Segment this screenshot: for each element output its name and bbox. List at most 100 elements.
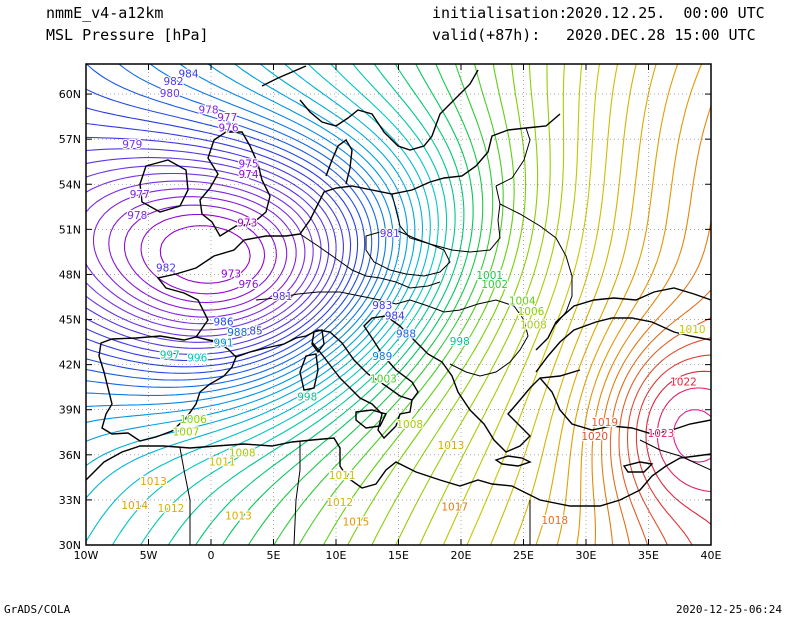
contour-label: 1006 xyxy=(180,414,207,426)
lon-tick-label: 20E xyxy=(451,549,472,562)
isobar-1009 xyxy=(442,64,583,545)
border-nafrica xyxy=(179,447,191,545)
isobar-1019 xyxy=(618,317,711,545)
lon-tick-label: 15E xyxy=(388,549,409,562)
coastlines xyxy=(86,65,711,507)
model-title: nmmE_v4-a12km xyxy=(46,4,164,22)
isobar-1023 xyxy=(656,387,711,493)
isobar-979 xyxy=(86,172,314,331)
coast-blacksea xyxy=(535,317,711,373)
lon-tick-label: 5W xyxy=(140,549,158,562)
isobar-993 xyxy=(86,64,416,467)
footer-left: GrADS/COLA xyxy=(4,603,71,616)
border-east xyxy=(499,203,573,325)
isobar-1005 xyxy=(347,64,527,545)
contour-label: 1002 xyxy=(481,279,508,291)
border-central-europe xyxy=(299,233,441,289)
contour-label: 982 xyxy=(156,262,176,274)
coast-crete xyxy=(494,455,532,467)
isobar-1003 xyxy=(298,64,504,545)
isobar-lines xyxy=(86,64,711,545)
contour-label: 1008 xyxy=(396,419,423,431)
coast-sicily xyxy=(355,409,388,429)
lat-tick-label: 48N xyxy=(59,268,81,281)
contour-label: 1003 xyxy=(370,374,397,386)
contour-label: 991 xyxy=(213,338,233,350)
contour-label: 976 xyxy=(238,279,258,291)
lon-tick-label: 25E xyxy=(513,549,534,562)
contour-label: 1020 xyxy=(581,431,608,443)
contour-label: 1012 xyxy=(326,497,353,509)
coast-nafrica xyxy=(86,437,711,507)
isobar-1014 xyxy=(556,64,679,545)
lon-tick-label: 10E xyxy=(326,549,347,562)
contour-label: 1014 xyxy=(121,500,148,512)
isobar-982 xyxy=(86,148,337,349)
coast-france xyxy=(156,233,301,338)
isobar-1020 xyxy=(626,337,711,545)
contour-label: 981 xyxy=(380,228,400,240)
contour-label: 1010 xyxy=(679,324,706,336)
coast-blacksea-north xyxy=(535,287,711,351)
border-russia xyxy=(495,127,531,187)
isobar-988 xyxy=(86,64,380,388)
coast-denmark xyxy=(325,138,353,185)
coast-baltic xyxy=(429,113,561,183)
footer-right: 2020-12-25-06:24 xyxy=(676,603,782,616)
coast-uk xyxy=(199,131,271,237)
lat-tick-label: 39N xyxy=(59,404,81,417)
lat-tick-label: 45N xyxy=(59,314,81,327)
isobar-1016 xyxy=(591,104,711,545)
contour-label: 978 xyxy=(127,210,147,222)
contour-label: 973 xyxy=(221,268,241,280)
contour-label: 1001 xyxy=(476,270,503,282)
lon-tick-label: 35E xyxy=(638,549,659,562)
init-value: 2020.12.25. 00:00 UTC xyxy=(566,4,765,22)
field-title: MSL Pressure [hPa] xyxy=(46,26,209,44)
contour-label: 984 xyxy=(178,69,198,81)
isobar-1004 xyxy=(322,64,515,545)
isobar-1012 xyxy=(512,64,637,545)
coast-scandinavia xyxy=(299,69,479,151)
contour-label: 1017 xyxy=(441,501,468,513)
contour-label: 1013 xyxy=(438,440,465,452)
border-nafrica2 xyxy=(293,442,301,545)
isobar-978 xyxy=(86,180,306,325)
contour-label: 1006 xyxy=(518,306,545,318)
coast-corsica xyxy=(311,329,325,354)
contour-label: 989 xyxy=(372,351,392,363)
border-czech xyxy=(365,229,451,277)
lat-tick-label: 51N xyxy=(59,223,81,236)
valid-label: valid(+87h): xyxy=(432,26,541,44)
contour-label: 980 xyxy=(160,88,180,100)
isobar-981 xyxy=(86,157,330,343)
border-alps xyxy=(255,291,411,305)
contour-label: 1008 xyxy=(229,447,256,459)
contour-label: 975 xyxy=(238,159,258,171)
lon-tick-label: 0 xyxy=(208,549,215,562)
isobar-974 xyxy=(140,213,266,295)
isobar-976 xyxy=(108,196,288,311)
init-label: initialisation: xyxy=(432,4,568,22)
contour-label: 997 xyxy=(160,350,180,362)
contour-label: 973 xyxy=(237,217,257,229)
contour-labels: 9849829809789779769799759749779789739829… xyxy=(120,67,706,529)
isobar-1013 xyxy=(535,64,657,545)
coast-lowcountries xyxy=(299,181,431,235)
isobar-1021 xyxy=(635,354,711,545)
contour-label: 983 xyxy=(372,300,392,312)
contour-label: 996 xyxy=(187,353,207,365)
isobar-994 xyxy=(86,64,424,499)
valid-value: 2020.DEC.28 15:00 UTC xyxy=(566,26,756,44)
contour-label: 1019 xyxy=(591,417,618,429)
lon-tick-label: 10W xyxy=(74,549,99,562)
isobar-1006 xyxy=(371,64,539,545)
contour-label: 1004 xyxy=(509,295,536,307)
lat-tick-label: 30N xyxy=(59,539,81,552)
contour-label: 977 xyxy=(130,189,150,201)
country-borders xyxy=(179,127,711,545)
contour-label: 977 xyxy=(217,112,237,124)
coast-sardinia xyxy=(299,353,319,391)
contour-label: 976 xyxy=(218,123,238,135)
